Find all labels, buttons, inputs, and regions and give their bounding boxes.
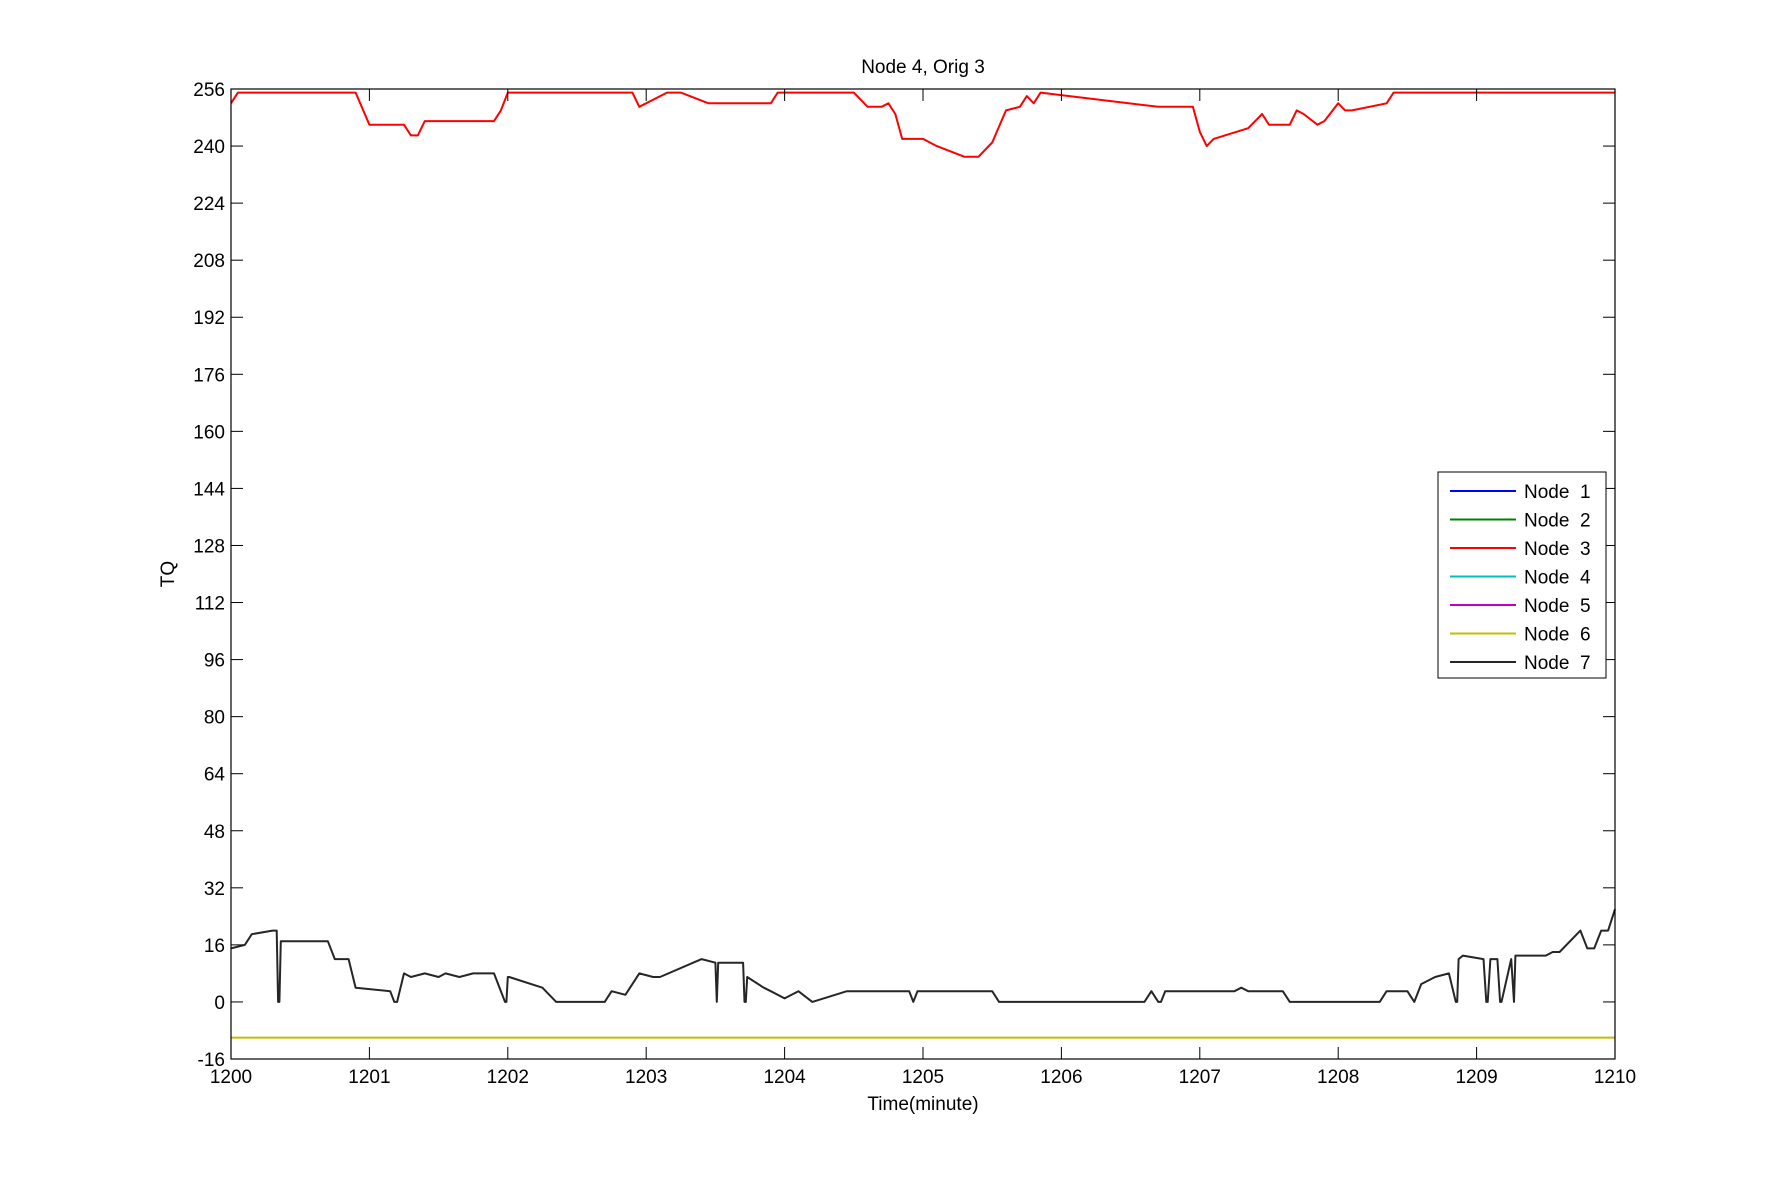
x-tick-label: 1209: [1455, 1067, 1497, 1088]
legend-label-node-6: Node 6: [1524, 625, 1591, 646]
legend: Node 1 Node 2 Node 3 Node 4 Node 5 Node 6 Node…: [1437, 471, 1607, 679]
legend-label-node-5: Node 5: [1524, 596, 1591, 617]
y-tick-label: 16: [204, 936, 225, 957]
x-tick-label: 1205: [902, 1067, 944, 1088]
y-tick-label: 176: [193, 365, 225, 386]
x-tick-label: 1204: [763, 1067, 806, 1088]
legend-box: [1437, 471, 1607, 679]
x-tick-label: 1202: [487, 1067, 529, 1088]
y-tick-label: 224: [193, 194, 225, 215]
y-tick-label: 240: [193, 137, 225, 158]
y-tick-label: 32: [204, 879, 225, 900]
y-tick-label: 64: [204, 765, 226, 786]
y-tick-label: 80: [204, 708, 225, 729]
tick-layer: 1200 1201 1202 1203 1204 1205 1206 1207 1208 1209…: [193, 80, 1636, 1088]
x-axis-label: Time(minute): [867, 1094, 978, 1115]
y-tick-label: 144: [193, 479, 225, 500]
legend-label-node-4: Node 4: [1524, 568, 1591, 589]
y-tick-label: 128: [193, 536, 225, 557]
chart-title: Node 4, Orig 3: [861, 57, 985, 78]
y-axis-label: TQ: [158, 561, 179, 587]
legend-label-node-3: Node 3: [1524, 539, 1591, 560]
legend-label-node-1: Node 1: [1524, 482, 1591, 503]
y-tick-label: 160: [193, 422, 225, 443]
y-tick-label: 112: [195, 594, 225, 615]
series-line-node-7: [230, 908, 1616, 1003]
x-tick-label: 1200: [210, 1067, 252, 1088]
y-tick-label: 192: [193, 308, 225, 329]
y-tick-label: 256: [193, 80, 225, 101]
y-tick-label: -16: [198, 1050, 225, 1071]
x-tick-label: 1207: [1179, 1067, 1221, 1088]
x-tick-label: 1208: [1317, 1067, 1359, 1088]
x-tick-label: 1203: [625, 1067, 667, 1088]
x-tick-label: 1201: [348, 1067, 390, 1088]
series-line-node-3: [230, 91, 1615, 158]
y-tick-label: 0: [214, 993, 225, 1014]
y-tick-label: 208: [193, 251, 225, 272]
legend-label-node-7: Node 7: [1524, 653, 1591, 674]
x-tick-label: 1206: [1040, 1067, 1082, 1088]
y-tick-label: 96: [204, 651, 225, 672]
y-tick-label: 48: [204, 822, 225, 843]
x-tick-label: 1210: [1594, 1067, 1636, 1088]
plot-frame: [230, 88, 1616, 1060]
series-layer: [230, 91, 1616, 1039]
legend-label-node-2: Node 2: [1524, 511, 1591, 532]
plot-area: [231, 89, 1615, 1059]
